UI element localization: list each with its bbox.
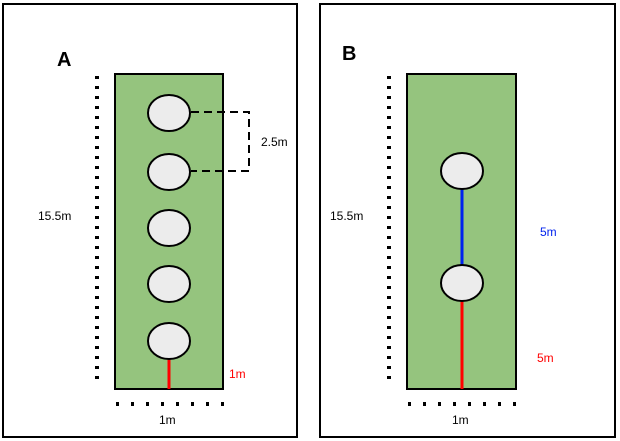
panel-a-tree-circle [147, 153, 191, 191]
panel-a-spacing-label: 2.5m [261, 135, 288, 149]
panel-a-title: A [57, 49, 71, 71]
panel-b-height-label: 15.5m [330, 209, 363, 223]
panel-a-width-label: 1m [159, 413, 176, 427]
panel-b-between-label: 5m [540, 225, 557, 239]
panel-b-tree-circle [440, 152, 484, 190]
panel-b: B 15.5m 1m 5m 5m [319, 3, 616, 438]
panel-a-tree-circle [147, 322, 191, 360]
panel-a-tree-circle [147, 94, 191, 132]
panel-b-title: B [342, 43, 356, 65]
panel-a: A 15.5m 1m 2.5m 1m [2, 3, 298, 438]
panel-b-tree-circle [440, 264, 484, 302]
panel-a-height-label: 15.5m [38, 209, 71, 223]
panel-a-edge-label: 1m [229, 367, 246, 381]
panel-a-tree-circle [147, 265, 191, 303]
panel-a-tree-circle [147, 209, 191, 247]
panel-b-width-label: 1m [452, 413, 469, 427]
panel-a-spacing-bracket [191, 111, 250, 172]
panel-b-edge-label: 5m [537, 351, 554, 365]
